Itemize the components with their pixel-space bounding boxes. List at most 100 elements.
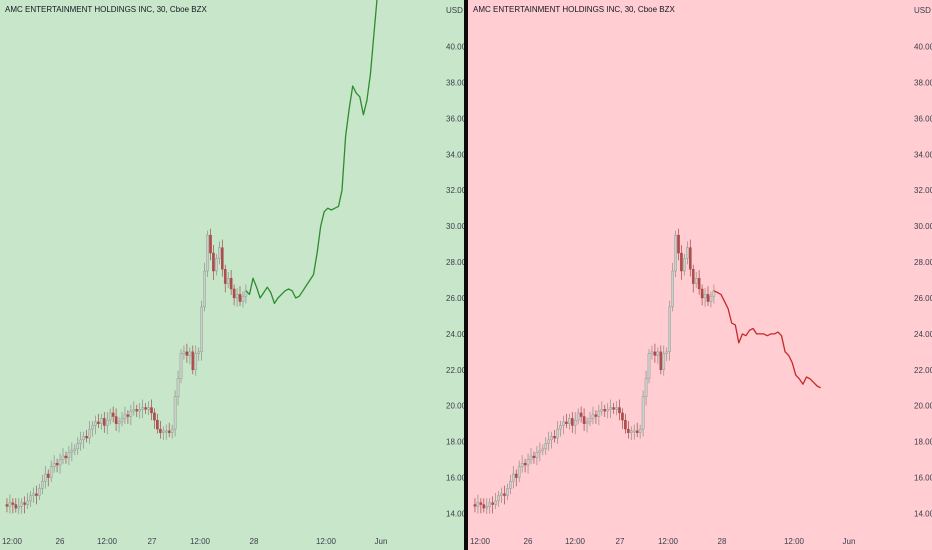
candle-body (473, 504, 477, 507)
candle-body (179, 353, 183, 379)
candle-body (141, 407, 144, 410)
y-tick-label: 32.00 (446, 186, 464, 195)
candle-body (600, 409, 604, 412)
candle-body (235, 294, 239, 299)
candle-body (8, 502, 12, 507)
candle-body (150, 407, 153, 414)
candle-body (544, 443, 548, 450)
candle-body (102, 418, 106, 426)
candle-body (5, 504, 9, 507)
candle-body (559, 425, 562, 430)
chart-title: AMC ENTERTAINMENT HOLDINGS INC, 30, Cboe… (473, 5, 675, 14)
candle-body (635, 430, 639, 433)
candle-body (241, 295, 245, 302)
candle-body (491, 502, 494, 505)
x-tick-label: 26 (56, 537, 65, 546)
candle-body (26, 500, 29, 505)
candle-body (52, 463, 56, 468)
x-tick-label: 26 (524, 537, 533, 546)
candle-body (17, 506, 21, 509)
candle-body (603, 409, 607, 412)
candle-body (650, 351, 654, 354)
candle-body (594, 414, 598, 417)
candle-body (573, 419, 577, 426)
candle-body (132, 409, 136, 412)
candle-body (123, 414, 127, 419)
candle-body (497, 495, 500, 502)
y-tick-label: 22.00 (914, 366, 932, 375)
candle-body (523, 463, 527, 466)
candle-body (677, 234, 680, 254)
chart-panel-bullish: 14.00 16.00 18.00 20.00 22.00 24.00 26.00 28.00… (0, 0, 464, 550)
x-tick-label: Jun (843, 537, 856, 546)
candle-body (526, 459, 530, 466)
y-tick-label: 14.00 (446, 510, 464, 519)
candle-body (194, 353, 198, 371)
candle-body (49, 466, 53, 478)
chart-panel-bearish: 14.00 16.00 18.00 20.00 22.00 24.00 26.00 28.00… (468, 0, 932, 550)
candle-body (197, 351, 201, 354)
y-tick-label: 16.00 (914, 474, 932, 483)
candle-body (668, 306, 671, 353)
candle-body (147, 407, 150, 410)
candle-body (576, 412, 580, 421)
candle-body (173, 396, 177, 430)
candle-body (105, 419, 109, 426)
x-tick-label: 28 (250, 537, 259, 546)
x-tick-label: 12:00 (316, 537, 337, 546)
y-tick-label: 18.00 (914, 438, 932, 447)
x-tick-label: 12:00 (658, 537, 679, 546)
candle-body (200, 306, 203, 353)
candle-body (653, 351, 657, 356)
candle-body (44, 473, 47, 482)
candle-body (170, 428, 174, 433)
candle-body (565, 421, 568, 424)
candle-body (76, 443, 80, 450)
candle-body (686, 247, 689, 259)
candle-body (135, 409, 139, 412)
y-tick-label: 38.00 (446, 78, 464, 87)
candle-body (680, 252, 683, 272)
candle-body (88, 428, 91, 439)
candle-body (591, 414, 595, 419)
x-tick-label: 12:00 (470, 537, 491, 546)
candle-body (167, 430, 171, 433)
candle-body (503, 493, 506, 496)
y-tick-label: 20.00 (446, 402, 464, 411)
candle-body (164, 430, 168, 433)
candle-body (182, 351, 186, 354)
candle-body (32, 493, 35, 496)
candle-body (638, 428, 642, 433)
candle-body (100, 418, 103, 424)
y-tick-label: 36.00 (914, 114, 932, 123)
y-tick-label: 18.00 (446, 438, 464, 447)
candle-body (570, 418, 574, 426)
candle-body (58, 459, 62, 466)
candle-body (553, 436, 556, 439)
candle-body (562, 421, 565, 426)
candle-body (659, 351, 663, 371)
y-tick-label: 26.00 (446, 294, 464, 303)
candle-body (529, 455, 533, 460)
x-tick-label: 27 (148, 537, 157, 546)
y-tick-label: 40.00 (446, 43, 464, 52)
candle-body (538, 450, 542, 453)
currency-label: USD (446, 6, 463, 15)
candle-body (206, 234, 209, 272)
chart-canvas-bullish: 14.00 16.00 18.00 20.00 22.00 24.00 26.00 28.00… (2, 0, 464, 546)
y-tick-label: 34.00 (446, 150, 464, 159)
candle-body (129, 410, 133, 417)
candle-body (176, 378, 180, 397)
candle-body (232, 288, 236, 299)
candle-body (514, 473, 518, 478)
candle-body (70, 450, 74, 453)
candle-body (97, 421, 100, 424)
y-tick-label: 20.00 (914, 402, 932, 411)
candle-body (91, 425, 94, 430)
x-tick-label: 12:00 (190, 537, 211, 546)
y-tick-label: 30.00 (914, 222, 932, 231)
candle-body (117, 421, 121, 424)
projection-line (245, 0, 378, 305)
x-tick-label: 28 (718, 537, 727, 546)
y-tick-label: 36.00 (446, 114, 464, 123)
